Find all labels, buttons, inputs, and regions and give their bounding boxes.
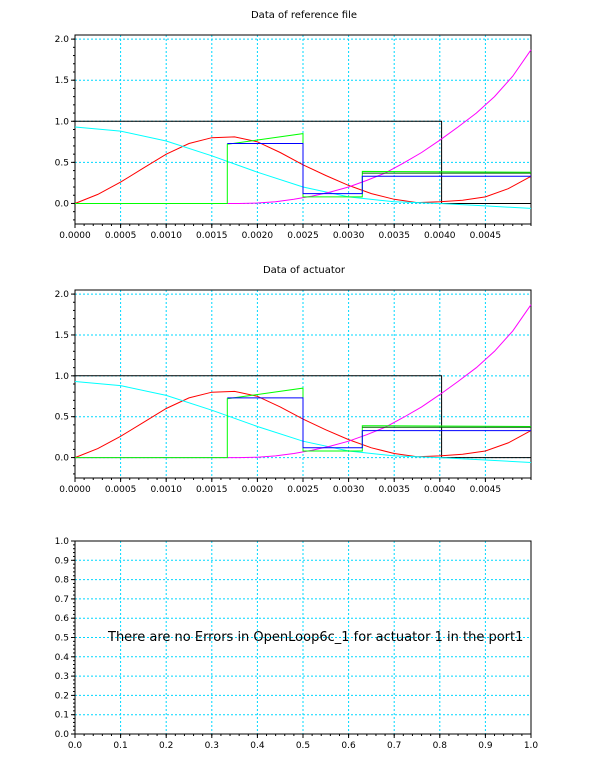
actuator-xtick-label-8: 0.0040 [424,485,456,495]
reference-xtick-label-5: 0.0025 [287,231,319,241]
reference-ytick-label-4: 2.0 [55,35,70,45]
actuator-ytick-label-3: 1.5 [55,331,69,341]
error-ytick-label-0: 0.0 [55,730,70,740]
reference-ytick-label-1: 0.5 [55,158,69,168]
error-xtick-label-7: 0.7 [387,741,401,751]
reference-file-chart: 0.0000 0.0005 0.0010 0.0015 0.0020 0.0025 0.00… [55,10,532,241]
actuator-xtick-label-6: 0.0030 [333,485,365,495]
error-xtick-label-8: 0.8 [433,741,448,751]
actuator-ytick-label-1: 0.5 [55,413,69,423]
actuator-xtick-label-3: 0.0015 [196,485,228,495]
reference-series-line-0 [75,120,531,204]
error-ytick-label-5: 0.5 [55,634,69,644]
reference-xtick-label-4: 0.0020 [242,231,274,241]
actuator-xtick-label-4: 0.0020 [242,485,274,495]
reference-xtick-label-8: 0.0040 [424,231,456,241]
actuator-xtick-label-5: 0.0025 [287,485,319,495]
reference-chart-title: Data of reference file [251,10,357,21]
error-ytick-label-7: 0.7 [55,595,69,605]
error-ytick-label-8: 0.8 [55,576,70,586]
error-xtick-label-9: 0.9 [478,741,493,751]
actuator-chart-title: Data of actuator [263,265,346,276]
reference-xtick-label-7: 0.0035 [378,231,410,241]
actuator-ytick-label-2: 1.0 [55,372,70,382]
reference-xtick-label-2: 0.0010 [150,231,182,241]
error-chart: 0.0 0.1 0.2 0.3 0.4 0.5 0.6 0.7 0.8 0.9 1.0 0.0 0.1 0… [55,537,539,751]
reference-xtick-label-3: 0.0015 [196,231,228,241]
error-xtick-label-3: 0.3 [205,741,219,751]
error-ytick-label-2: 0.2 [55,691,69,701]
reference-series-line-5 [227,143,531,195]
reference-ytick-label-3: 1.5 [55,76,69,86]
error-xtick-label-2: 0.2 [159,741,173,751]
actuator-xtick-label-7: 0.0035 [378,485,410,495]
error-xtick-label-6: 0.6 [341,741,356,751]
reference-xtick-label-1: 0.0005 [105,231,137,241]
actuator-series-line-5 [227,397,531,449]
actuator-chart: 0.0000 0.0005 0.0010 0.0015 0.0020 0.0025 0.00… [55,265,532,495]
reference-xtick-label-6: 0.0030 [333,231,365,241]
error-ytick-label-9: 0.9 [55,556,70,566]
actuator-series-line-0 [75,375,531,459]
error-message: There are no Errors in OpenLoop6c_1 for … [107,630,523,645]
actuator-xtick-label-1: 0.0005 [105,485,137,495]
actuator-xtick-label-9: 0.0045 [470,485,502,495]
reference-ytick-label-2: 1.0 [55,117,70,127]
actuator-xtick-label-2: 0.0010 [150,485,182,495]
error-xtick-label-5: 0.5 [296,741,310,751]
actuator-ytick-label-4: 2.0 [55,290,70,300]
error-ytick-label-4: 0.4 [55,653,70,663]
error-xtick-label-0: 0.0 [68,741,83,751]
reference-xtick-label-9: 0.0045 [470,231,502,241]
error-ytick-label-6: 0.6 [55,614,70,624]
actuator-xtick-label-0: 0.0000 [59,485,91,495]
reference-ytick-label-0: 0.0 [55,199,70,209]
error-xtick-label-4: 0.4 [250,741,265,751]
error-xtick-label-1: 0.1 [113,741,127,751]
actuator-ytick-label-0: 0.0 [55,454,70,464]
error-ytick-label-1: 0.1 [55,711,69,721]
error-ytick-label-10: 1.0 [55,537,70,547]
reference-xtick-label-0: 0.0000 [59,231,91,241]
error-xtick-label-10: 1.0 [524,741,539,751]
error-ytick-label-3: 0.3 [55,672,69,682]
